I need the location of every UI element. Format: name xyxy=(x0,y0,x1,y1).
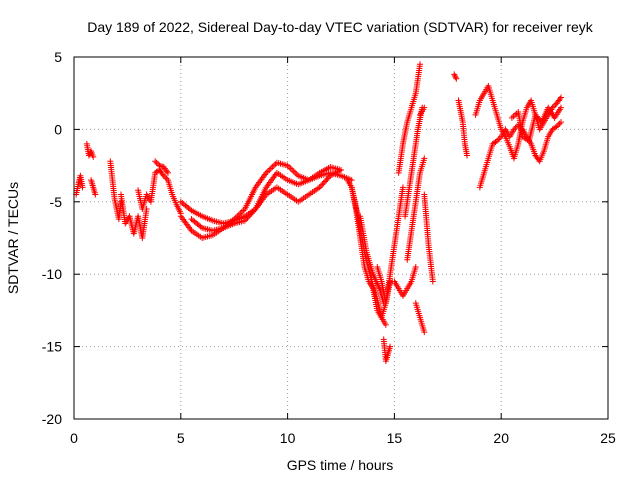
data-point xyxy=(162,174,169,181)
data-point xyxy=(289,166,296,173)
data-point xyxy=(287,165,294,172)
data-point xyxy=(387,343,394,350)
data-point xyxy=(417,61,424,68)
data-point xyxy=(556,95,563,102)
grid-lines xyxy=(74,57,608,419)
data-point xyxy=(421,155,428,162)
data-point xyxy=(79,184,86,191)
x-tick-label: 20 xyxy=(493,430,509,446)
x-tick-label: 15 xyxy=(387,430,403,446)
data-point xyxy=(464,152,471,159)
data-point xyxy=(323,177,330,184)
data-point xyxy=(556,120,563,127)
data-point xyxy=(237,210,244,217)
data-point xyxy=(453,75,460,82)
data-point xyxy=(325,174,332,181)
y-tick-label: 5 xyxy=(54,49,62,65)
data-point xyxy=(558,94,565,101)
data-point xyxy=(238,208,245,215)
data-point xyxy=(164,169,171,176)
y-tick-label: -15 xyxy=(42,339,62,355)
data-point xyxy=(269,164,276,171)
data-point xyxy=(321,178,328,185)
data-point xyxy=(320,179,327,186)
data-point xyxy=(451,71,458,78)
data-point xyxy=(493,137,500,144)
data-point xyxy=(399,184,406,191)
data-point xyxy=(92,191,99,198)
data-point xyxy=(421,329,428,336)
data-point xyxy=(555,122,562,129)
chart-title: Day 189 of 2022, Sidereal Day-to-day VTE… xyxy=(87,19,593,35)
data-point xyxy=(429,278,436,285)
data-point xyxy=(292,169,299,176)
data-point xyxy=(511,126,518,133)
data-point xyxy=(536,116,543,123)
data-point xyxy=(290,168,297,175)
data-point xyxy=(152,158,159,165)
data-point xyxy=(558,119,565,126)
y-tick-label: -10 xyxy=(42,266,62,282)
y-tick-label: -20 xyxy=(42,411,62,427)
data-point xyxy=(452,74,459,81)
data-point xyxy=(264,168,271,175)
data-point xyxy=(512,124,519,131)
data-point xyxy=(534,114,541,121)
data-point xyxy=(153,159,160,166)
data-point xyxy=(319,181,326,188)
data-point xyxy=(163,168,170,175)
tick-labels: 0 5 10 15 20 25 5 0 -5 -10 -15 -20 xyxy=(42,49,616,446)
y-tick-label: 0 xyxy=(54,121,62,137)
data-point xyxy=(532,111,539,118)
data-point xyxy=(117,198,124,205)
x-tick-label: 25 xyxy=(600,430,616,446)
data-point xyxy=(495,136,502,143)
y-axis-label: SDTVAR / TECUs xyxy=(5,182,21,294)
data-point xyxy=(550,103,557,110)
data-point xyxy=(553,123,560,130)
plot-frame xyxy=(73,56,609,420)
x-axis-label: GPS time / hours xyxy=(287,457,394,473)
data-point xyxy=(451,72,458,79)
data-point xyxy=(266,166,273,173)
data-point xyxy=(558,104,565,111)
data-point xyxy=(412,263,419,270)
data-point xyxy=(496,135,503,142)
x-tick-label: 0 xyxy=(70,430,78,446)
data-point xyxy=(90,153,97,160)
data-point xyxy=(244,214,251,221)
data-point xyxy=(338,166,344,173)
data-point xyxy=(533,113,540,120)
x-tick-label: 5 xyxy=(177,430,185,446)
data-point xyxy=(163,175,170,182)
data-point xyxy=(267,165,274,172)
data-points xyxy=(73,61,565,365)
axis-ticks xyxy=(73,56,609,420)
data-point xyxy=(382,321,389,328)
x-tick-label: 10 xyxy=(280,430,296,446)
data-point xyxy=(160,172,167,179)
data-point xyxy=(324,175,331,182)
data-point xyxy=(421,104,428,111)
data-point xyxy=(316,184,323,191)
y-tick-label: -5 xyxy=(50,194,63,210)
data-point xyxy=(317,182,324,189)
